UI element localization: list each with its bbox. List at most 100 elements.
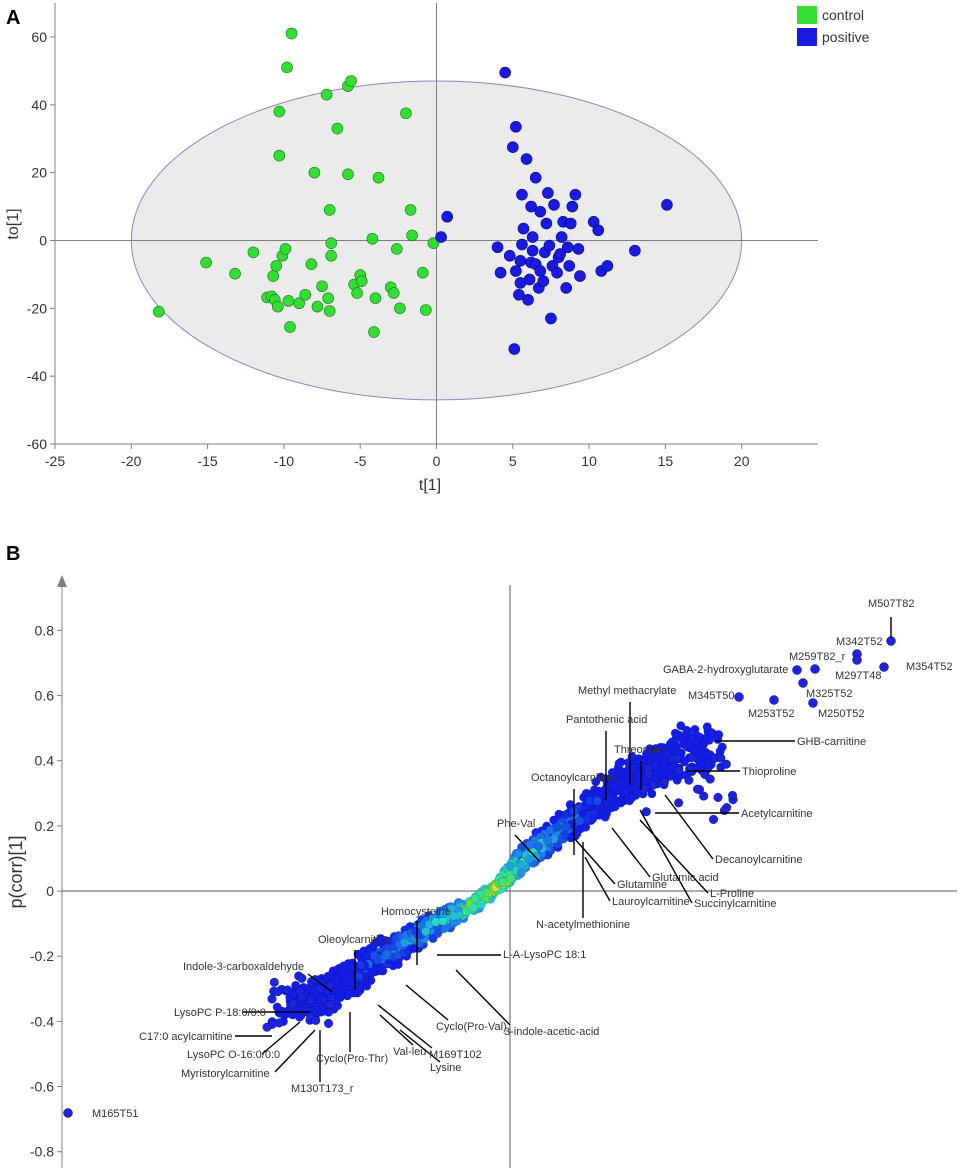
positive-point — [516, 188, 528, 201]
splot-point — [647, 789, 657, 799]
splot-point — [608, 798, 618, 808]
labeled-point — [769, 695, 779, 705]
splot-point — [596, 772, 606, 782]
annotation-label: M342T52 — [836, 636, 882, 648]
positive-point — [525, 200, 537, 213]
control-point — [273, 105, 286, 118]
splot-point — [516, 867, 526, 877]
control-point — [391, 243, 403, 255]
control-point — [387, 287, 400, 299]
positive-point — [542, 187, 554, 199]
panel-letter: A — [6, 7, 20, 29]
splot-point — [687, 752, 697, 762]
splot-point — [470, 894, 480, 904]
annotation-label: Myristorylcarnitine — [181, 1068, 270, 1080]
control-point — [270, 260, 283, 272]
splot-point — [506, 873, 516, 883]
annotation-label: C17:0 acylcarnitine — [139, 1031, 233, 1043]
score-plot-panel: A -25 -20 -15 -10 -5 0 5 10 15 20 -60 -40 -20 0 20 40 60 t… — [5, 3, 870, 494]
splot-point — [543, 835, 553, 845]
positive-point — [574, 270, 586, 282]
control-point — [285, 27, 298, 40]
control-point — [200, 256, 212, 269]
splot-point — [449, 911, 459, 921]
splot-point — [698, 741, 708, 751]
control-point — [152, 305, 165, 318]
splot-point — [306, 995, 316, 1005]
y-tick-label: 0 — [46, 883, 54, 899]
positive-point — [441, 210, 453, 223]
control-point — [406, 229, 418, 242]
y-axis-arrow — [57, 575, 67, 587]
annotation-label: GABA-2-hydroxyglutarate — [663, 664, 788, 676]
positive-point — [551, 266, 563, 279]
splot-point — [678, 732, 688, 742]
splot-point — [315, 984, 325, 994]
control-point — [372, 171, 385, 184]
y-tick-label: -0.6 — [30, 1079, 54, 1095]
control-point — [308, 166, 321, 179]
annotation-label: Methyl methacrylate — [578, 685, 676, 697]
positive-point — [513, 288, 525, 301]
positive-point — [526, 244, 539, 257]
annotation-label: M169T102 — [429, 1049, 482, 1061]
legend-swatch-positive — [797, 28, 817, 46]
splot-point — [707, 728, 717, 738]
splot-point — [676, 721, 686, 731]
labeled-point — [810, 664, 820, 674]
x-axis-title: t[1] — [419, 477, 441, 494]
panel-letter: B — [6, 543, 20, 565]
positive-point — [520, 153, 533, 165]
control-point — [351, 287, 363, 299]
positive-point — [564, 217, 577, 230]
positive-point — [561, 241, 574, 254]
x-tick-label: -10 — [274, 453, 294, 469]
positive-point — [592, 224, 605, 237]
annotation-label: Glutamine — [617, 879, 667, 891]
splot-point — [433, 928, 443, 938]
splot-point — [273, 987, 283, 997]
annotation-label: Indole-3-carboxaldehyde — [183, 961, 304, 973]
annotation-label: Threonine — [614, 744, 664, 756]
control-point — [320, 88, 333, 101]
control-point — [323, 305, 336, 317]
positive-point — [510, 265, 522, 277]
legend-swatch-control — [797, 6, 817, 24]
splot-point — [476, 899, 486, 909]
splot-point — [469, 903, 479, 913]
splot-point — [639, 784, 649, 794]
annotation-leader — [405, 984, 449, 1021]
annotation-label: Val-leu — [393, 1046, 426, 1058]
control-point — [267, 270, 280, 282]
control-point — [416, 266, 429, 279]
splot-point — [283, 985, 293, 995]
splot-point — [713, 734, 723, 744]
splot-point — [608, 782, 618, 792]
splot-point — [728, 790, 738, 800]
positive-point — [510, 121, 522, 133]
annotation-label: M507T82 — [868, 598, 914, 610]
control-point — [322, 292, 334, 304]
splot-point — [624, 779, 634, 789]
labeled-point — [63, 1108, 73, 1118]
control-point — [284, 321, 296, 333]
splot-point — [667, 737, 677, 747]
splot-point — [325, 1000, 335, 1010]
splot-point — [685, 739, 695, 749]
annotation-label: Acetylcarnitine — [741, 808, 813, 820]
annotation-label: Cyclo(Pro-Val) — [436, 1021, 507, 1033]
splot-point — [575, 816, 585, 826]
annotation-leader — [379, 1014, 414, 1046]
control-point — [279, 243, 292, 255]
positive-point — [516, 238, 528, 251]
splot-point — [662, 749, 672, 759]
splot-point — [311, 1015, 321, 1025]
control-point — [345, 75, 357, 87]
control-point — [331, 122, 344, 135]
splot-point — [709, 814, 719, 824]
control-point — [247, 246, 260, 259]
y-tick-label: -20 — [27, 300, 47, 316]
control-point — [229, 267, 241, 280]
annotation-leader — [573, 837, 616, 885]
